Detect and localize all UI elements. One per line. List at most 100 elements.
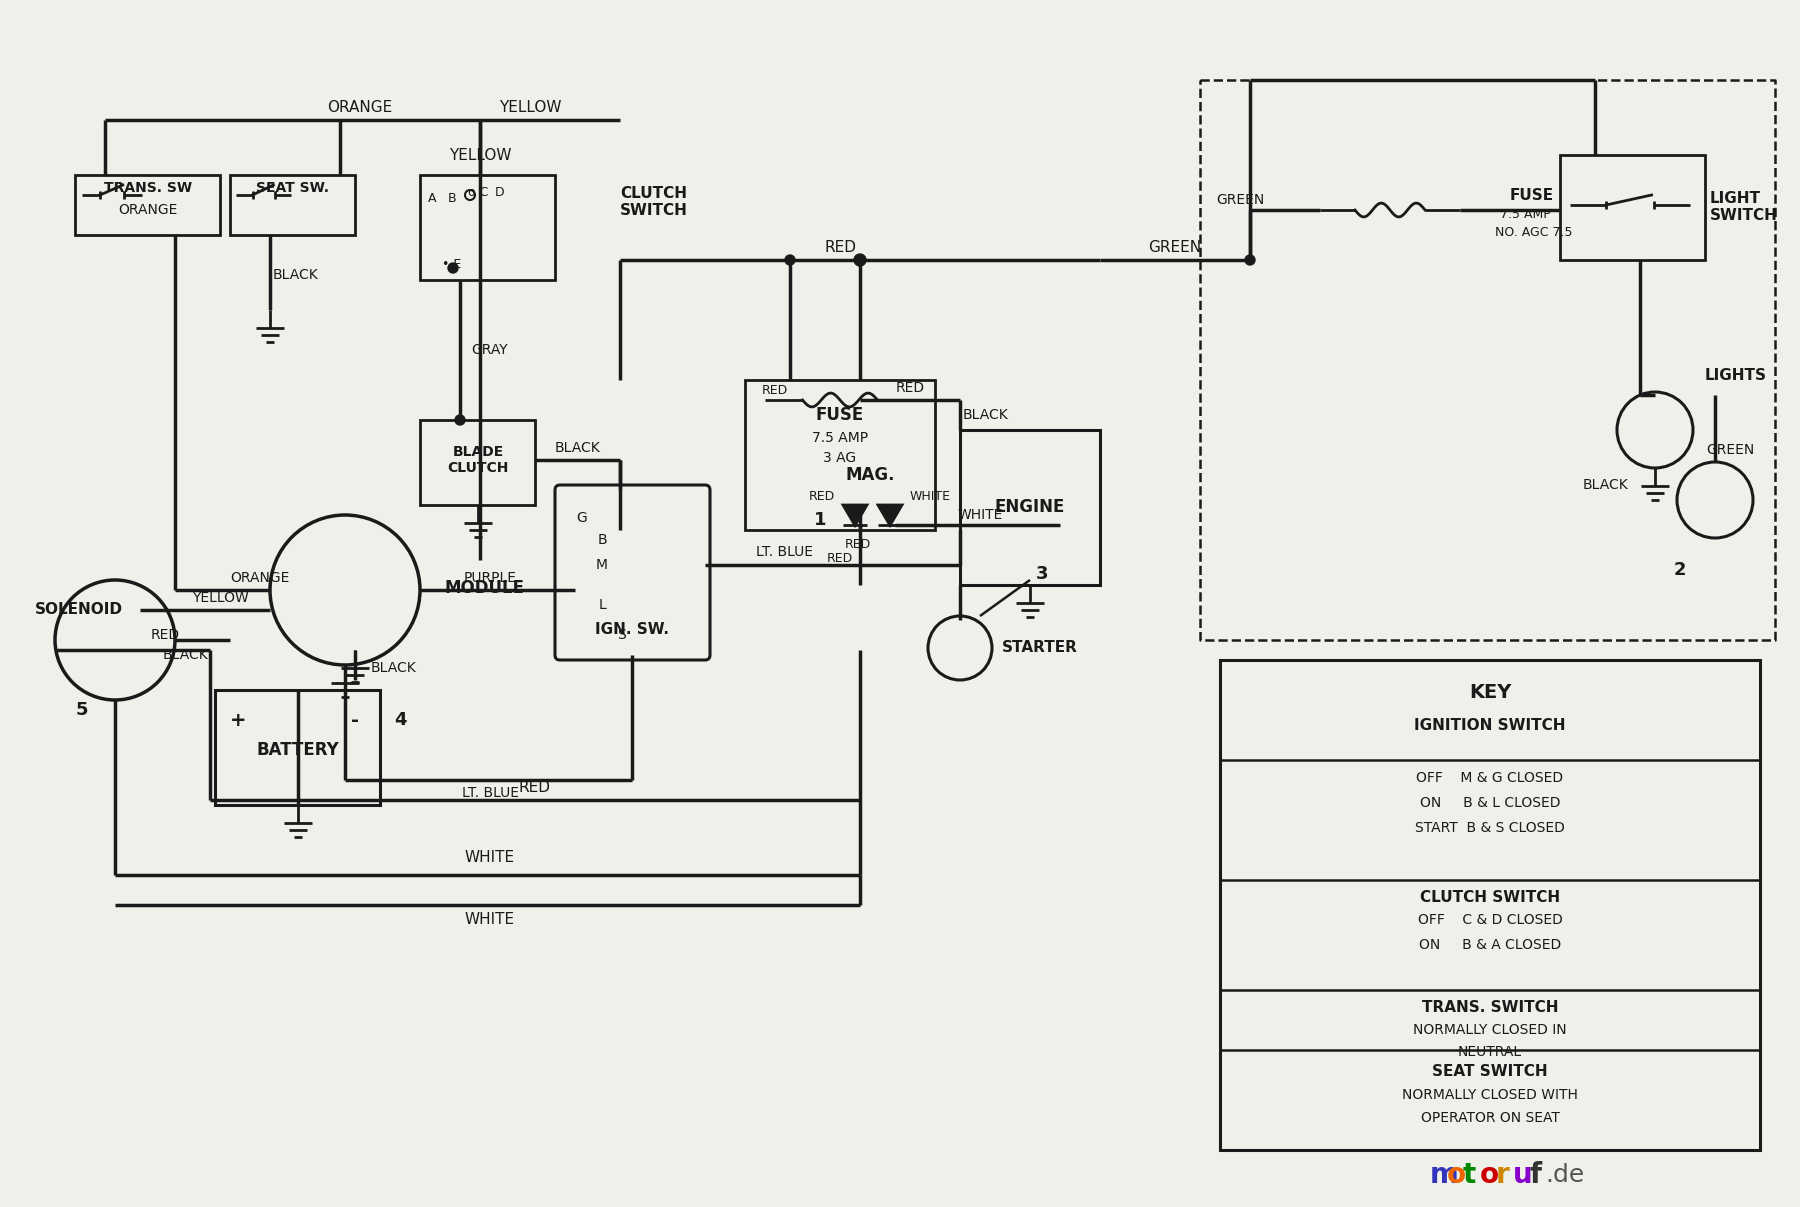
Text: r: r [1496,1161,1510,1189]
Text: PURPLE: PURPLE [464,571,517,585]
Text: RED: RED [808,490,835,503]
Text: 2: 2 [1674,561,1687,579]
Bar [419,175,554,280]
Text: .de: .de [1546,1164,1584,1186]
Text: LIGHTS: LIGHTS [1705,367,1768,383]
Text: IGN. SW.: IGN. SW. [596,623,670,637]
Text: RED: RED [895,381,925,395]
Text: YELLOW: YELLOW [499,100,562,116]
Text: f: f [1528,1161,1541,1189]
Bar [745,380,934,530]
Text: START  B & S CLOSED: START B & S CLOSED [1415,821,1564,835]
Text: D: D [495,186,504,198]
Text: CLUTCH SWITCH: CLUTCH SWITCH [1420,890,1561,904]
Circle shape [853,253,866,266]
Bar [76,175,220,235]
Bar [214,690,380,805]
Text: LT. BLUE: LT. BLUE [461,786,518,800]
Text: G: G [576,511,587,525]
Text: OFF    C & D CLOSED: OFF C & D CLOSED [1418,912,1562,927]
Text: B: B [598,533,607,547]
Text: OFF    M & G CLOSED: OFF M & G CLOSED [1417,771,1564,785]
Text: IGNITION SWITCH: IGNITION SWITCH [1415,717,1566,733]
Text: GRAY: GRAY [472,343,508,357]
Text: SOLENOID: SOLENOID [34,602,122,618]
Text: RED: RED [824,240,857,256]
Circle shape [1246,255,1255,266]
Text: RED: RED [826,552,853,565]
Text: ON     B & A CLOSED: ON B & A CLOSED [1418,938,1561,952]
Text: 3 AG: 3 AG [823,451,857,465]
Text: LT. BLUE: LT. BLUE [756,546,814,559]
Text: GREEN: GREEN [1706,443,1755,457]
Text: WHITE: WHITE [958,508,1003,521]
Text: ORANGE: ORANGE [328,100,392,116]
Text: NO. AGC 7.5: NO. AGC 7.5 [1496,226,1573,239]
Text: ON     B & L CLOSED: ON B & L CLOSED [1420,795,1561,810]
Text: ORANGE: ORANGE [119,203,178,217]
Bar [419,420,535,505]
Text: • E: • E [443,258,461,272]
Text: L: L [598,597,607,612]
Text: 5: 5 [76,701,88,719]
Text: BLADE
CLUTCH: BLADE CLUTCH [448,445,509,476]
Text: BLACK: BLACK [1582,478,1627,492]
Text: FUSE: FUSE [1510,187,1553,203]
Bar [959,430,1100,585]
Text: m: m [1429,1161,1458,1189]
Text: SEAT SW.: SEAT SW. [256,181,329,196]
Text: RED: RED [844,538,871,552]
Text: WHITE: WHITE [464,912,515,927]
Text: GREEN: GREEN [1215,193,1264,206]
Circle shape [448,263,457,273]
Bar [1561,154,1705,260]
Text: BLACK: BLACK [554,441,599,455]
Text: YELLOW: YELLOW [448,147,511,163]
Text: 1: 1 [814,511,826,529]
Text: BLACK: BLACK [371,661,416,675]
Text: TRANS. SW: TRANS. SW [104,181,193,196]
Text: o C: o C [468,186,488,198]
Text: MODULE: MODULE [445,579,526,597]
Text: B: B [448,192,457,204]
Polygon shape [842,505,868,525]
Text: -: - [351,711,358,729]
Text: RED: RED [518,781,551,795]
Text: NEUTRAL: NEUTRAL [1458,1045,1523,1059]
Text: YELLOW: YELLOW [191,591,248,605]
Text: BLACK: BLACK [963,408,1008,422]
Text: ORANGE: ORANGE [230,571,290,585]
Text: GREEN: GREEN [1148,240,1202,256]
Text: WHITE: WHITE [464,851,515,865]
Text: 7.5 AMP: 7.5 AMP [1499,209,1552,222]
Text: ENGINE: ENGINE [995,498,1066,517]
FancyBboxPatch shape [554,485,709,660]
Text: S: S [617,628,626,642]
Text: u: u [1512,1161,1532,1189]
Text: NORMALLY CLOSED WITH: NORMALLY CLOSED WITH [1402,1088,1579,1102]
Text: NORMALLY CLOSED IN: NORMALLY CLOSED IN [1413,1024,1566,1037]
Text: BLACK: BLACK [162,648,207,661]
Text: 4: 4 [394,711,407,729]
Circle shape [455,415,464,425]
Text: SEAT SWITCH: SEAT SWITCH [1433,1065,1548,1079]
Text: LIGHT
SWITCH: LIGHT SWITCH [1710,191,1778,223]
Text: KEY: KEY [1469,682,1512,701]
Text: +: + [230,711,247,729]
Text: M: M [596,558,608,572]
Text: BATTERY: BATTERY [257,741,340,759]
Text: 7.5 AMP: 7.5 AMP [812,431,868,445]
Polygon shape [878,505,902,525]
Text: A: A [428,192,436,204]
Bar [1220,660,1760,1150]
Text: FUSE: FUSE [815,406,864,424]
Text: t: t [1463,1161,1476,1189]
Text: o: o [1480,1161,1499,1189]
Text: RED: RED [151,628,180,642]
Text: CLUTCH
SWITCH: CLUTCH SWITCH [619,186,688,218]
Text: 3: 3 [1035,565,1048,583]
Text: MAG.: MAG. [846,466,895,484]
Text: STARTER: STARTER [1003,641,1078,655]
Text: TRANS. SWITCH: TRANS. SWITCH [1422,1001,1559,1015]
Text: o: o [1447,1161,1465,1189]
